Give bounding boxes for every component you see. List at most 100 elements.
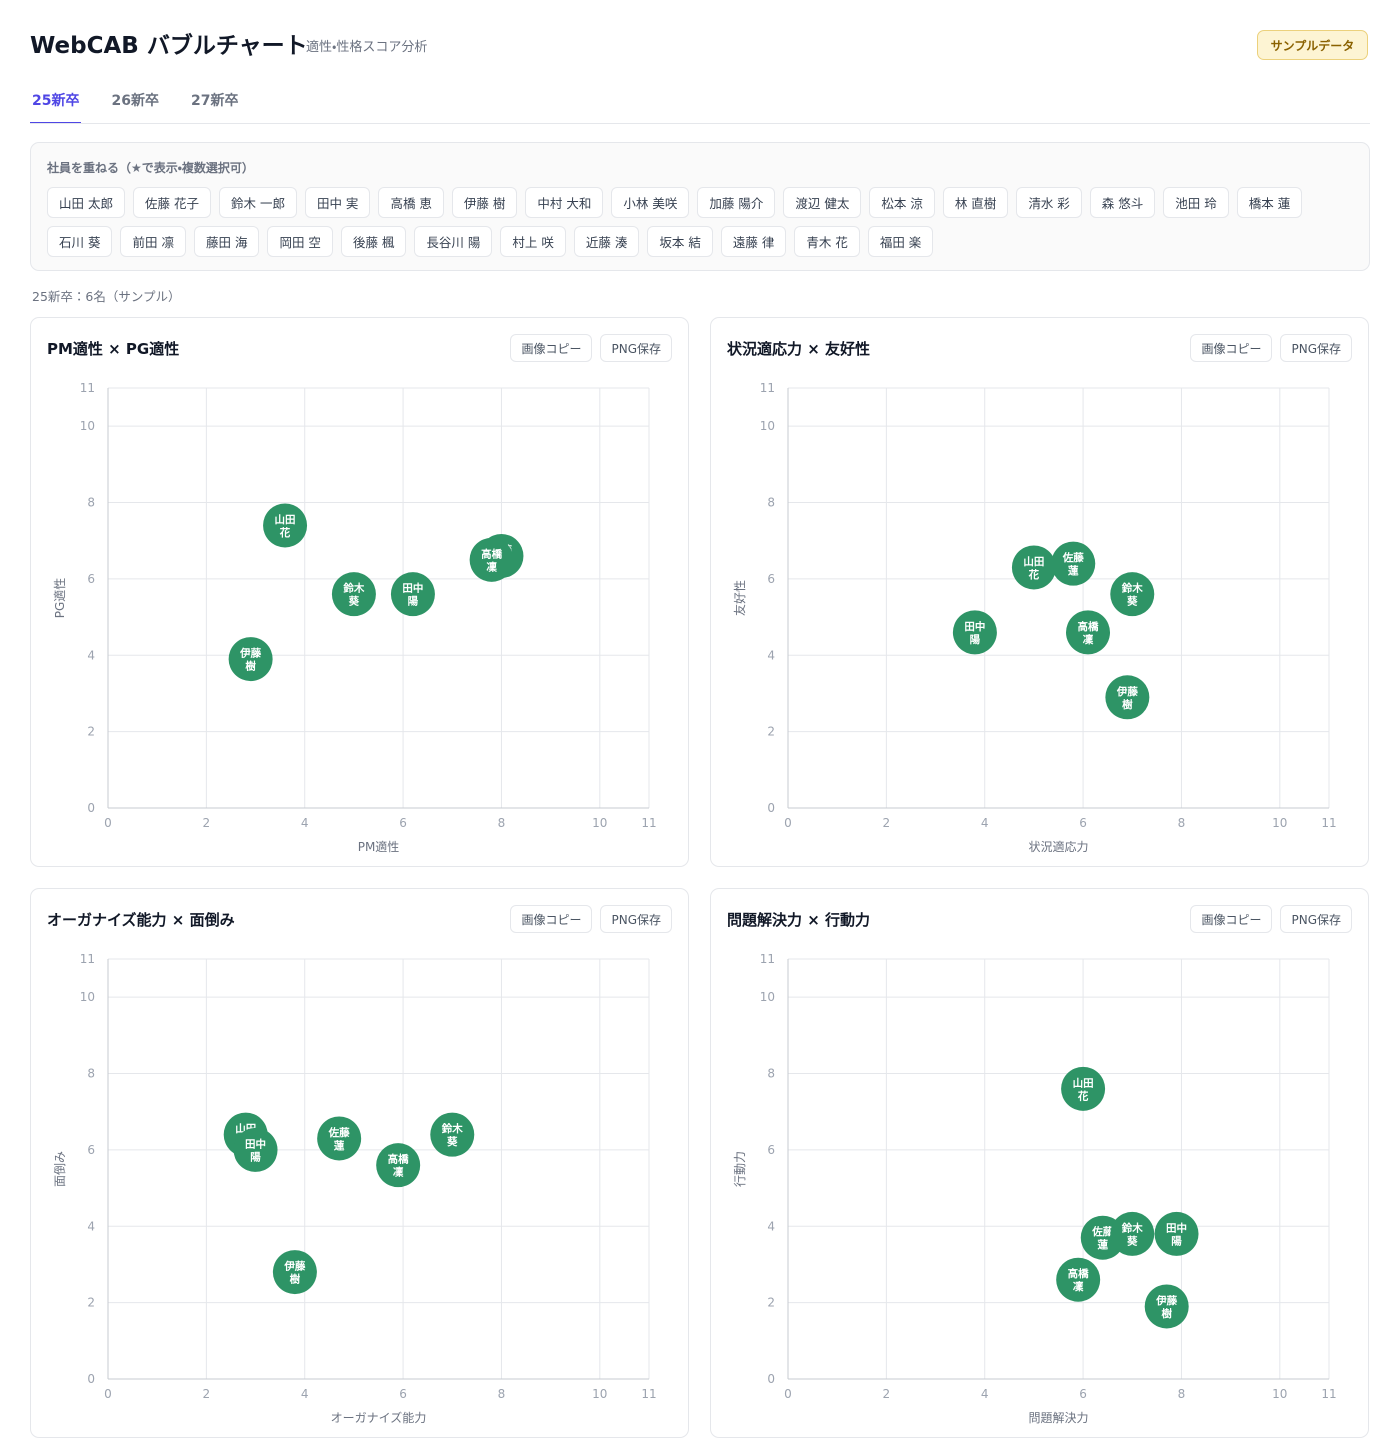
y-tick-label: 0 (87, 1372, 95, 1386)
y-tick-label: 10 (80, 419, 95, 433)
action-button[interactable]: PNG保存 (1280, 334, 1352, 362)
action-button[interactable]: PNG保存 (600, 905, 672, 933)
y-tick-label: 4 (87, 648, 95, 662)
action-button[interactable]: PNG保存 (1280, 905, 1352, 933)
chart-title: 状況適応力 × 友好性 (727, 340, 871, 358)
employee-chip[interactable]: 福田 楽 (867, 226, 934, 257)
employee-chip[interactable]: 小林 美咲 (611, 187, 690, 218)
chart: 024681011024681011PM適性PG適性山田花佐藤蓮鈴木葵田中陽高橋… (53, 381, 657, 854)
page-title: WebCAB バブルチャート (30, 33, 308, 59)
y-axis-label: PG適性 (53, 578, 67, 619)
employee-chip[interactable]: 遠藤 律 (720, 226, 787, 257)
tab[interactable]: 27新卒 (190, 93, 239, 109)
employee-chip[interactable]: 石川 葵 (47, 226, 113, 257)
action-button[interactable]: 画像コピー (1190, 905, 1273, 933)
employee-chip[interactable]: 近藤 湊 (573, 226, 640, 257)
page: WebCAB {"header":{"title":"WebCAB バブルチャー… (30, 30, 1370, 1438)
action-button[interactable]: 画像コピー (1190, 334, 1273, 362)
employee-chip[interactable]: 中村 大和 (525, 187, 604, 218)
bubble-label: 鈴木葵 (1121, 582, 1144, 608)
y-tick-label: 8 (767, 496, 775, 510)
bubble (952, 610, 997, 655)
employee-chip[interactable]: 佐藤 花子 (132, 187, 211, 218)
tab-separator (30, 123, 1370, 124)
chart-title: オーガナイズ能力 × 面倒み (47, 911, 235, 929)
y-axis-label: 行動力 (733, 1151, 747, 1187)
x-tick-label: 2 (203, 1387, 211, 1401)
bubble-label: 佐藤蓮 (1091, 1225, 1114, 1251)
chart-actions: 画像コピー PNG保存 (1190, 905, 1352, 933)
employee-chip[interactable]: 渡辺 健太 (783, 187, 862, 218)
employee-chip[interactable]: 松本 涼 (869, 187, 935, 218)
employee-chip[interactable]: 森 悠斗 (1089, 187, 1156, 218)
bubble-label: 鈴木葵 (342, 582, 364, 608)
bubble (1105, 675, 1150, 720)
action-button[interactable]: 画像コピー (510, 905, 593, 933)
y-axis-label: 友好性 (733, 580, 747, 616)
employee-chip[interactable]: 青木 花 (794, 226, 860, 257)
chart-actions: 画像コピー PNG保存 (1190, 334, 1352, 362)
bubble-label: 高橋凜 (1068, 1267, 1089, 1293)
employee-chip[interactable]: 橋本 蓮 (1236, 187, 1303, 218)
employee-chip[interactable]: 伊藤 樹 (451, 187, 518, 218)
bubble-label: 山田花 (275, 513, 296, 539)
employee-chip[interactable]: 前田 凛 (120, 226, 186, 257)
employee-chip[interactable]: 田中 実 (304, 187, 371, 218)
y-tick-label: 11 (80, 952, 95, 966)
x-tick-label: 8 (1178, 1387, 1186, 1401)
employee-chip[interactable]: 村上 咲 (500, 226, 566, 257)
employee-chip[interactable]: 清水 彩 (1016, 187, 1082, 218)
tab[interactable]: 26新卒 (111, 93, 159, 109)
bubble-label: 鈴木葵 (1121, 1221, 1144, 1247)
chart-title: 問題解決力 × 行動力 (727, 911, 871, 929)
bubble (263, 503, 308, 548)
bubble-label: 山田花 (1023, 555, 1044, 581)
x-axis-label: 問題解決力 (1028, 1411, 1088, 1425)
action-button[interactable]: PNG保存 (600, 334, 672, 362)
y-tick-label: 8 (87, 1067, 95, 1081)
employee-chip[interactable]: 池田 玲 (1163, 187, 1229, 218)
y-tick-label: 2 (767, 725, 775, 739)
x-axis-label: 状況適応力 (1028, 839, 1088, 854)
bubble-label: 佐藤蓮 (1062, 551, 1085, 577)
tab[interactable]: 25新卒 (30, 88, 82, 124)
bubble-label: 高橋凜 (1078, 620, 1100, 646)
chart: 024681011024681011オーガナイズ能力面倒み山田花佐藤蓮鈴木葵田中… (53, 952, 657, 1425)
y-tick-label: 10 (760, 419, 775, 433)
bubble-label: 佐藤蓮 (328, 1126, 350, 1152)
chart-actions: 画像コピー PNG保存 (510, 905, 672, 933)
y-tick-label: 0 (87, 801, 95, 815)
employee-chip[interactable]: 林 直樹 (942, 187, 1009, 218)
x-axis-label: オーガナイズ能力 (331, 1410, 427, 1425)
y-tick-label: 6 (767, 1143, 775, 1157)
employee-chip[interactable]: 藤田 海 (193, 226, 260, 257)
employee-chip[interactable]: 加藤 陽介 (697, 187, 776, 218)
employee-chip[interactable]: 坂本 結 (647, 226, 713, 257)
bubble-label: 伊藤樹 (239, 647, 261, 673)
x-tick-label: 10 (1272, 816, 1287, 830)
chart-card: 024681011024681011PM適性PG適性山田花佐藤蓮鈴木葵田中陽高橋… (30, 317, 689, 867)
y-tick-label: 6 (87, 1143, 95, 1157)
x-tick-label: 11 (1321, 1387, 1336, 1401)
employee-chip[interactable]: 高橋 恵 (378, 187, 444, 218)
x-tick-label: 11 (641, 1387, 656, 1401)
chart-card: 0 2 4 6 8 10 11 0 2 4 6 8 10 11 問題解決力 行動力 山田花 佐藤蓮 鈴木葵 田中陽 高橋… (710, 888, 1369, 1438)
bubble (272, 1250, 317, 1295)
bubble (1110, 1211, 1155, 1256)
x-tick-label: 6 (399, 816, 407, 830)
page-body: WebCAB バブルチャート 適性・性格スコア分析 サンプルデータ 25新卒 26… (30, 30, 1370, 1438)
bubble (390, 572, 435, 617)
employee-chip[interactable]: 山田 太郎 (47, 187, 125, 218)
x-tick-label: 10 (592, 1387, 607, 1401)
employee-chip[interactable]: 後藤 楓 (340, 226, 407, 257)
x-tick-label: 4 (981, 816, 989, 830)
employee-chip[interactable]: 鈴木 一郎 (218, 187, 297, 218)
action-button[interactable]: 画像コピー (510, 334, 593, 362)
bubble-label: 田中陽 (964, 620, 985, 646)
y-axis-label: 面倒み (53, 1151, 67, 1187)
employee-chip[interactable]: 岡田 空 (267, 226, 333, 257)
tab-bar: 25新卒 26新卒 27新卒 (30, 88, 240, 124)
employee-chip[interactable]: 長谷川 陽 (414, 226, 493, 257)
